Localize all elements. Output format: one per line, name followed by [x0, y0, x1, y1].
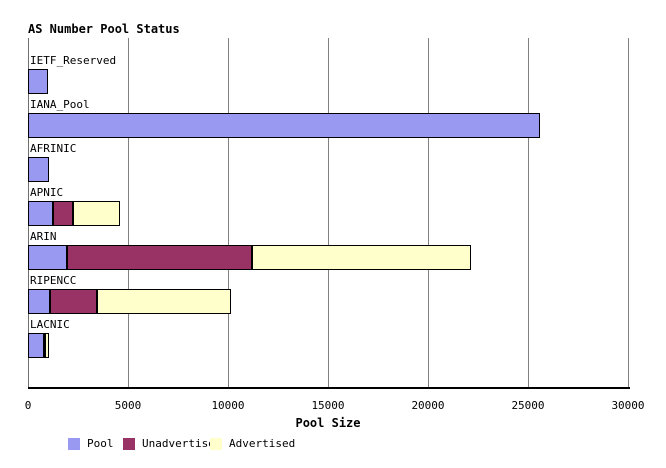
bar-segment-advertised	[252, 245, 471, 270]
x-tick-label: 10000	[211, 399, 245, 412]
category-label: LACNIC	[30, 318, 70, 331]
x-tick-label: 0	[24, 399, 32, 412]
category-label: APNIC	[30, 186, 64, 199]
legend-label: Pool	[87, 437, 114, 450]
gridline	[428, 38, 429, 388]
bar-segment-pool	[28, 157, 49, 182]
bar-segment-pool	[28, 201, 53, 226]
x-tick-label: 25000	[511, 399, 545, 412]
gridline	[328, 38, 329, 388]
legend-swatch	[210, 438, 222, 450]
bar-segment-pool	[28, 69, 48, 94]
x-tick-label: 5000	[114, 399, 142, 412]
gridline	[628, 38, 629, 388]
bar-segment-advertised	[45, 333, 49, 358]
bar-segment-unadvertised	[53, 201, 73, 226]
gridline	[528, 38, 529, 388]
category-label: RIPENCC	[30, 274, 77, 287]
legend-label: Unadvertised	[142, 437, 222, 450]
bar-segment-unadvertised	[67, 245, 252, 270]
bar-segment-pool	[28, 113, 540, 138]
bar-segment-unadvertised	[50, 289, 97, 314]
x-axis-line	[28, 387, 630, 389]
chart-title: AS Number Pool Status	[28, 22, 180, 36]
x-axis-label: Pool Size	[295, 416, 361, 430]
x-tick-label: 15000	[311, 399, 345, 412]
category-label: ARIN	[30, 230, 57, 243]
category-label: IANA_Pool	[30, 98, 90, 111]
bar-segment-pool	[28, 333, 44, 358]
legend-label: Advertised	[229, 437, 296, 450]
legend-swatch	[123, 438, 135, 450]
x-tick-label: 30000	[611, 399, 645, 412]
bar-segment-pool	[28, 245, 67, 270]
bar-segment-advertised	[73, 201, 120, 226]
legend-swatch	[68, 438, 80, 450]
category-label: AFRINIC	[30, 142, 77, 155]
category-label: IETF_Reserved	[30, 54, 117, 67]
gridline	[228, 38, 229, 388]
plot-area: IETF_Reserved IANA_Pool AFRINIC APNIC ARIN RI…	[28, 38, 629, 388]
bar-segment-pool	[28, 289, 50, 314]
x-tick-label: 20000	[411, 399, 445, 412]
bar-segment-advertised	[97, 289, 231, 314]
gridline	[128, 38, 129, 388]
